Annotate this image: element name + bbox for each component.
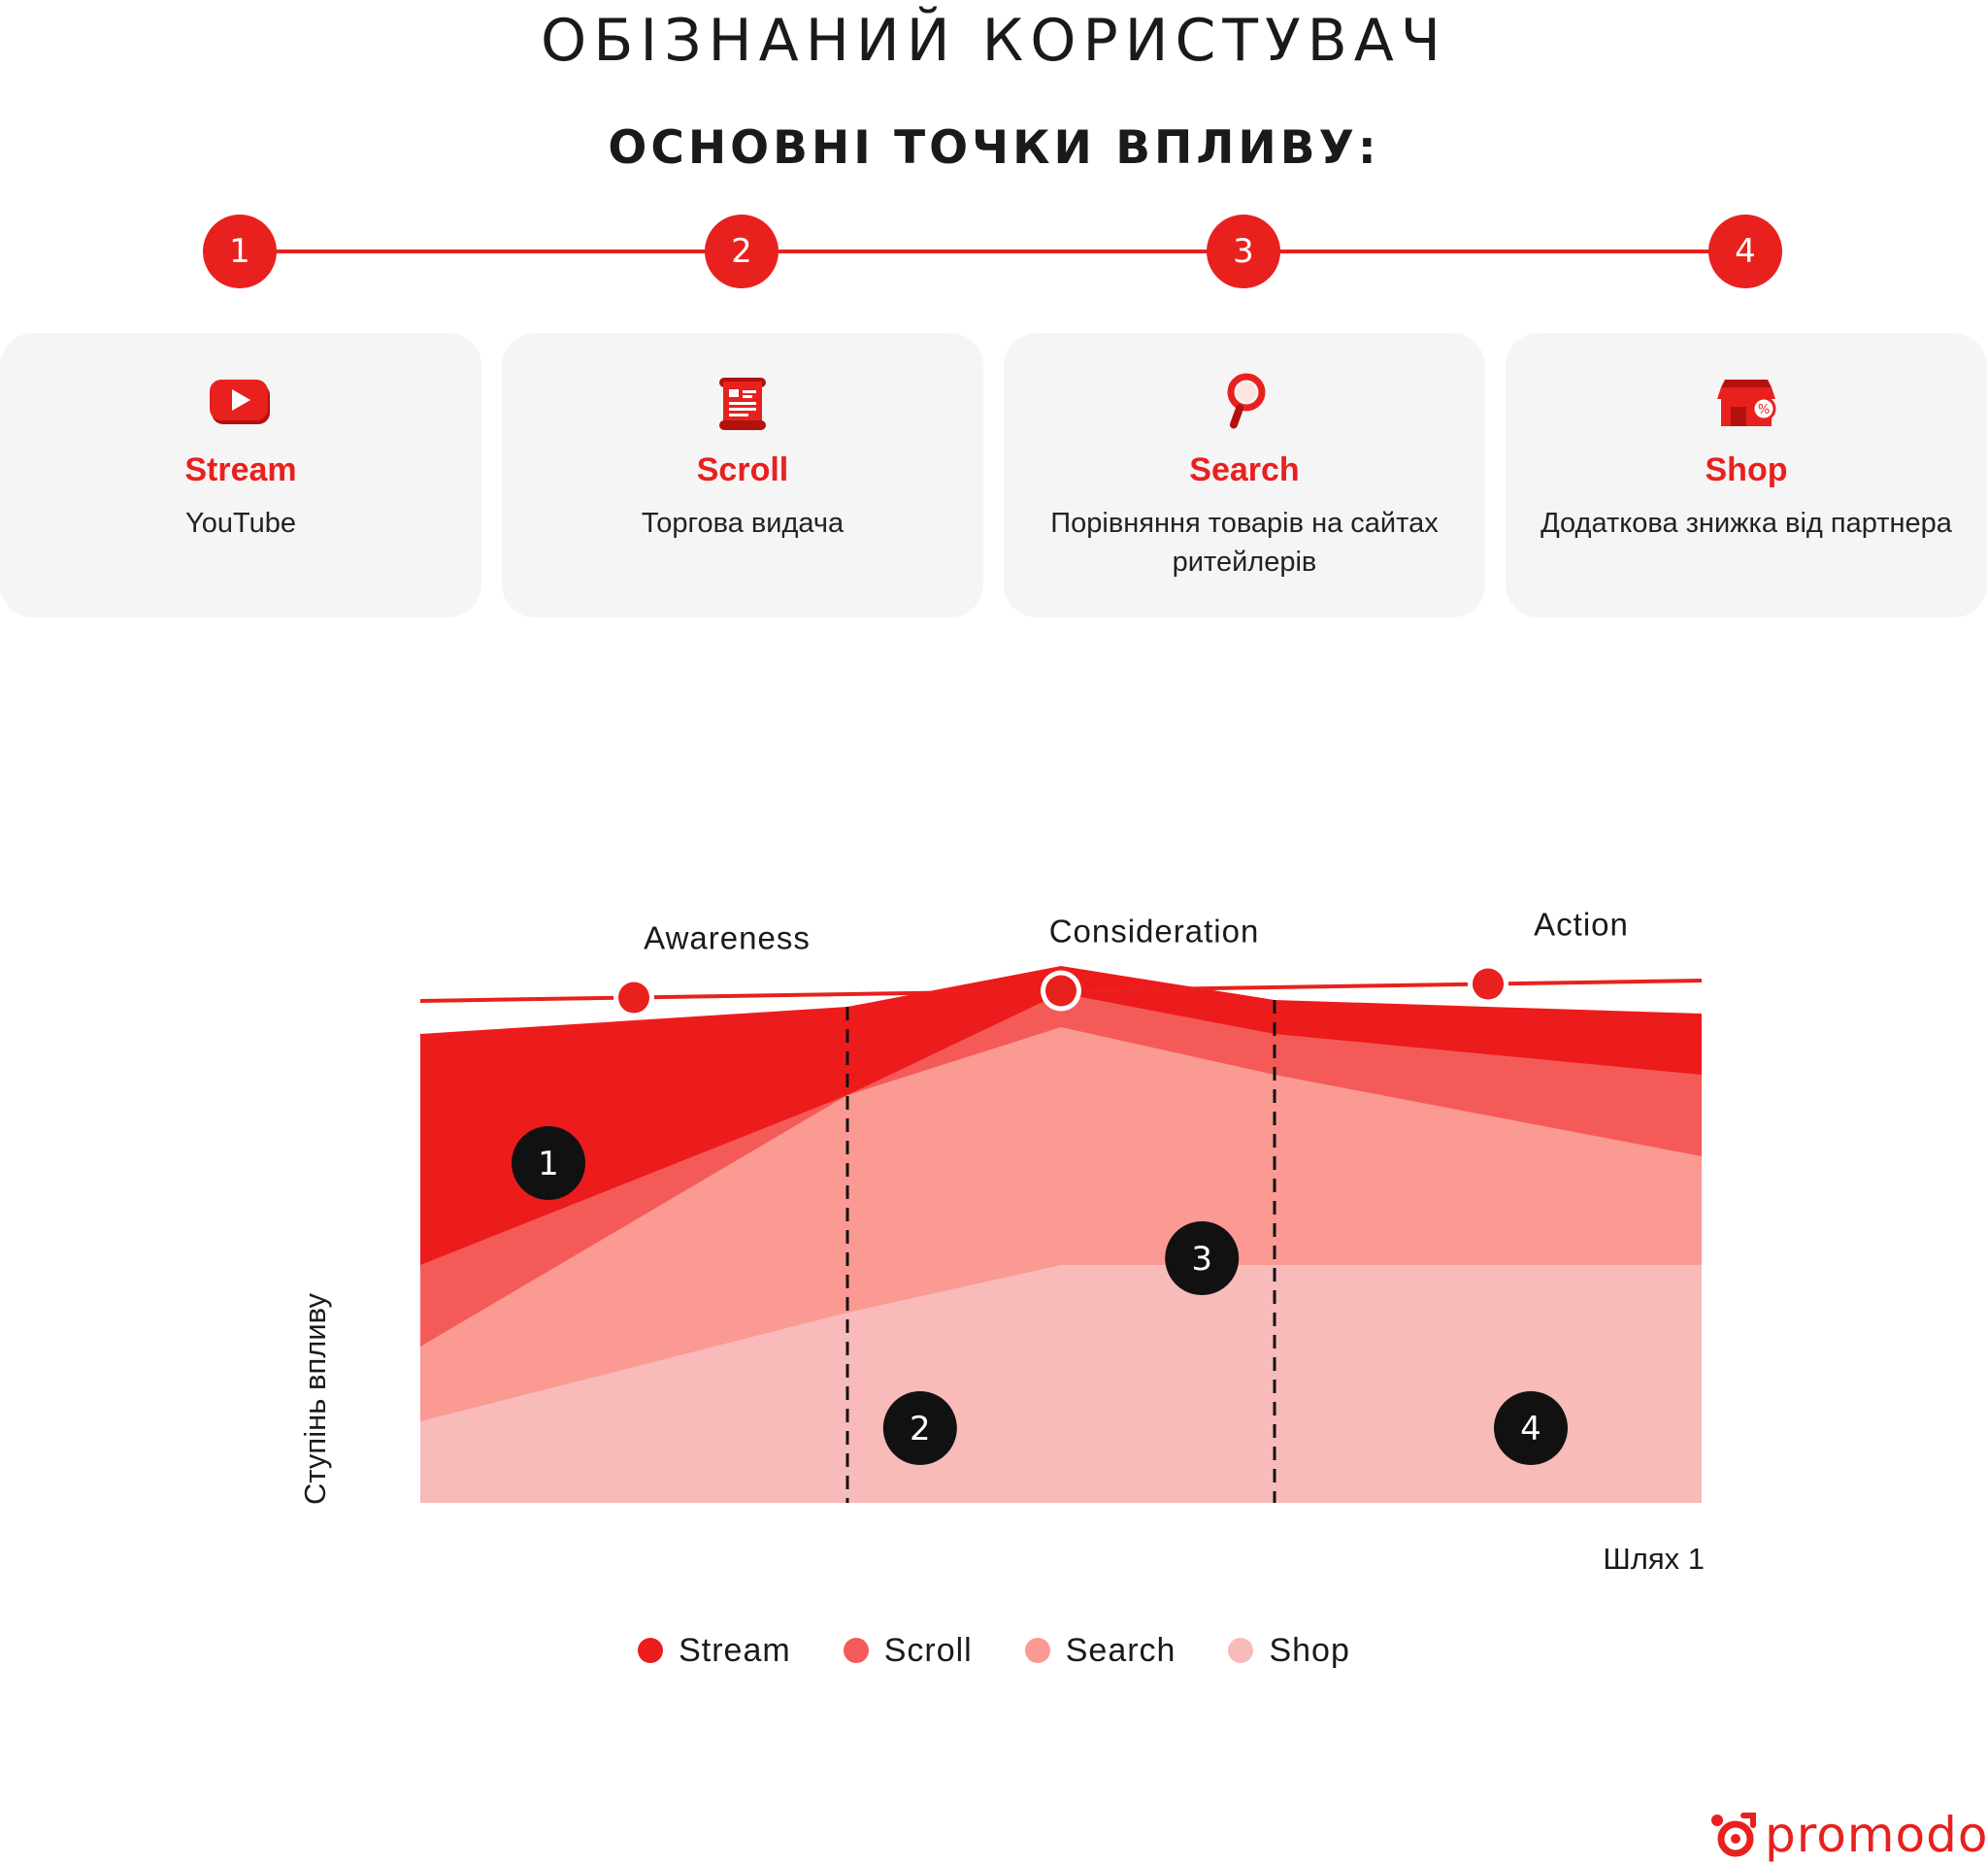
card-title: Stream xyxy=(184,451,297,488)
card-description: YouTube xyxy=(185,508,296,539)
legend-label: Shop xyxy=(1269,1632,1350,1669)
area-badge-label: 4 xyxy=(1520,1410,1541,1449)
card-description: Додаткова знижка від партнера xyxy=(1541,508,1952,539)
legend-item-scroll: Scroll xyxy=(843,1627,973,1674)
stage-label-action: Action xyxy=(1534,907,1629,943)
card-shop: % Shop Додаткова знижка від партнера xyxy=(1506,333,1987,617)
shop-icon: % xyxy=(1713,372,1779,432)
timeline-line xyxy=(239,250,1745,253)
stage-marker-awareness xyxy=(618,982,649,1014)
area-badge-1 xyxy=(512,1126,585,1200)
timeline-step-1: 1 xyxy=(203,215,277,288)
stage-marker-action xyxy=(1473,968,1504,1000)
legend-item-shop: Shop xyxy=(1228,1627,1349,1674)
legend-dot xyxy=(1228,1638,1254,1663)
touchpoint-cards: Stream YouTube Scroll Торгова видача xyxy=(0,333,1988,617)
area-badge-label: 3 xyxy=(1191,1240,1212,1279)
stage-label-consideration: Consideration xyxy=(1049,914,1260,949)
touchpoint-timeline: 1 2 3 4 xyxy=(0,209,1988,296)
card-search: Search Порівняння товарів на сайтах рите… xyxy=(1004,333,1485,617)
legend-label: Stream xyxy=(679,1632,791,1669)
area-shop xyxy=(420,1265,1702,1503)
legend-item-search: Search xyxy=(1024,1627,1176,1674)
legend-label: Scroll xyxy=(883,1632,973,1669)
area-badge-4 xyxy=(1494,1391,1568,1465)
card-scroll: Scroll Торгова видача xyxy=(502,333,983,617)
x-axis-label: Шлях 1 xyxy=(1603,1542,1705,1576)
brand-name: promodo xyxy=(1765,1807,1988,1863)
area-badge-label: 1 xyxy=(538,1145,559,1183)
influence-chart: Awareness Consideration Action 1 2 3 4 xyxy=(330,757,1728,1592)
timeline-step-4: 4 xyxy=(1708,215,1782,288)
card-description: Порівняння товарів на сайтах ритейлерів xyxy=(1050,508,1439,578)
card-title: Scroll xyxy=(696,451,789,488)
card-title: Search xyxy=(1189,451,1300,488)
stage-label-awareness: Awareness xyxy=(644,920,811,956)
card-stream: Stream YouTube xyxy=(0,333,481,617)
chart-canvas: Awareness Consideration Action 1 2 3 4 xyxy=(419,907,1703,1503)
timeline-step-2: 2 xyxy=(705,215,779,288)
page-title: ОБІЗНАНИЙ КОРИСТУВАЧ xyxy=(540,7,1447,75)
legend-item-stream: Stream xyxy=(638,1627,791,1674)
promodo-logo-icon xyxy=(1711,1813,1756,1857)
legend-dot xyxy=(843,1638,869,1663)
legend-dot xyxy=(1024,1638,1050,1663)
area-badge-label: 2 xyxy=(910,1410,931,1449)
stage-marker-consideration xyxy=(1045,975,1077,1007)
legend-label: Search xyxy=(1065,1632,1176,1669)
magnifier-icon xyxy=(1211,372,1277,432)
area-badge-2 xyxy=(882,1391,957,1465)
svg-text:%: % xyxy=(1758,403,1770,417)
legend-dot xyxy=(638,1638,664,1663)
card-title: Shop xyxy=(1705,451,1788,488)
chart-legend: Stream Scroll Search Shop xyxy=(0,1627,1988,1674)
area-badge-3 xyxy=(1165,1221,1240,1295)
card-description: Торгова видача xyxy=(641,508,845,539)
scroll-icon xyxy=(710,372,776,432)
promodo-logo: promodo xyxy=(1708,1806,1988,1864)
y-axis-label-text: Ступінь впливу xyxy=(298,1293,332,1505)
youtube-icon xyxy=(208,372,274,432)
timeline-step-3: 3 xyxy=(1207,215,1280,288)
page-subtitle: ОСНОВНІ ТОЧКИ ВПЛИВУ: xyxy=(608,121,1380,175)
